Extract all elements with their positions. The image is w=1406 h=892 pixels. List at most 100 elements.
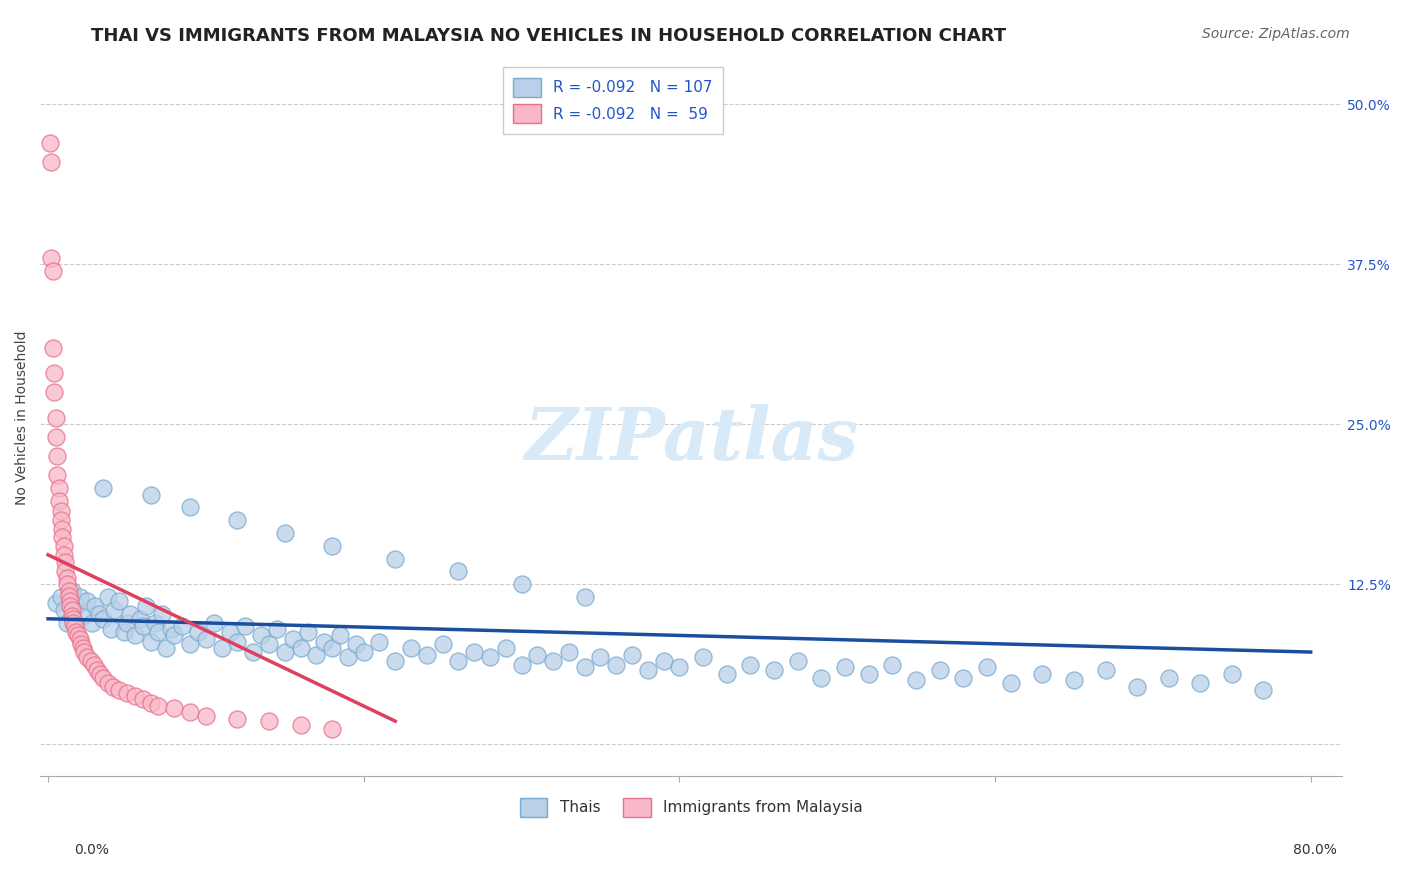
Point: [59, 599, 82, 613]
Point: [668, 660, 690, 674]
Text: 0.0%: 0.0%: [75, 843, 108, 857]
Text: THAI VS IMMIGRANTS FROM MALAYSIA NO VEHICLES IN HOUSEHOLD CORRELATION CHART: THAI VS IMMIGRANTS FROM MALAYSIA NO VEHI…: [91, 27, 1007, 45]
Point: [86, 663, 108, 677]
Point: [160, 622, 183, 636]
Point: [250, 628, 273, 642]
Point: [48, 481, 70, 495]
Point: [716, 666, 738, 681]
Point: [44, 385, 66, 400]
Point: [976, 660, 998, 674]
Point: [541, 654, 564, 668]
Point: [416, 648, 439, 662]
Text: Source: ZipAtlas.com: Source: ZipAtlas.com: [1202, 27, 1350, 41]
Point: [56, 577, 79, 591]
Point: [1126, 680, 1149, 694]
Point: [39, 251, 62, 265]
Point: [60, 603, 83, 617]
Point: [46, 468, 69, 483]
Y-axis label: No Vehicles in Household: No Vehicles in Household: [15, 331, 30, 505]
Point: [384, 654, 406, 668]
Point: [48, 494, 70, 508]
Point: [692, 650, 714, 665]
Point: [84, 599, 107, 613]
Point: [274, 526, 297, 541]
Point: [510, 657, 533, 672]
Point: [652, 654, 675, 668]
Point: [53, 565, 76, 579]
Point: [56, 615, 79, 630]
Point: [83, 657, 105, 672]
Point: [218, 624, 240, 639]
Point: [740, 657, 762, 672]
Point: [62, 615, 84, 630]
Point: [834, 660, 856, 674]
Point: [69, 632, 91, 647]
Point: [120, 607, 142, 621]
Point: [51, 530, 73, 544]
Point: [155, 641, 177, 656]
Point: [336, 650, 359, 665]
Text: 80.0%: 80.0%: [1292, 843, 1337, 857]
Point: [368, 635, 391, 649]
Point: [139, 696, 162, 710]
Point: [321, 539, 343, 553]
Point: [131, 692, 153, 706]
Point: [344, 637, 367, 651]
Point: [432, 637, 454, 651]
Point: [257, 714, 280, 728]
Point: [148, 624, 170, 639]
Point: [139, 488, 162, 502]
Point: [91, 481, 114, 495]
Point: [558, 645, 581, 659]
Point: [45, 410, 67, 425]
Point: [49, 513, 72, 527]
Point: [45, 596, 67, 610]
Point: [52, 539, 75, 553]
Point: [290, 641, 312, 656]
Point: [305, 648, 328, 662]
Point: [69, 590, 91, 604]
Point: [103, 603, 125, 617]
Point: [574, 590, 596, 604]
Point: [70, 637, 93, 651]
Point: [274, 645, 297, 659]
Point: [1094, 663, 1116, 677]
Point: [1063, 673, 1085, 688]
Point: [226, 513, 249, 527]
Point: [89, 666, 111, 681]
Point: [1000, 675, 1022, 690]
Point: [97, 590, 120, 604]
Point: [91, 612, 114, 626]
Text: ZIPatlas: ZIPatlas: [524, 404, 858, 475]
Point: [52, 548, 75, 562]
Point: [53, 556, 76, 570]
Point: [38, 136, 60, 150]
Point: [194, 709, 217, 723]
Point: [463, 645, 485, 659]
Point: [1253, 683, 1275, 698]
Point: [101, 680, 124, 694]
Point: [329, 628, 352, 642]
Point: [858, 666, 880, 681]
Point: [59, 594, 82, 608]
Point: [52, 603, 75, 617]
Point: [115, 686, 138, 700]
Point: [65, 624, 87, 639]
Legend: Thais, Immigrants from Malaysia: Thais, Immigrants from Malaysia: [510, 789, 872, 826]
Point: [76, 650, 98, 665]
Point: [49, 504, 72, 518]
Point: [290, 718, 312, 732]
Point: [58, 589, 80, 603]
Point: [62, 612, 84, 626]
Point: [905, 673, 928, 688]
Point: [1031, 666, 1053, 681]
Point: [1157, 671, 1180, 685]
Point: [73, 645, 96, 659]
Point: [589, 650, 612, 665]
Point: [281, 632, 304, 647]
Point: [91, 671, 114, 685]
Point: [115, 615, 138, 630]
Point: [447, 565, 470, 579]
Point: [56, 571, 79, 585]
Point: [108, 594, 131, 608]
